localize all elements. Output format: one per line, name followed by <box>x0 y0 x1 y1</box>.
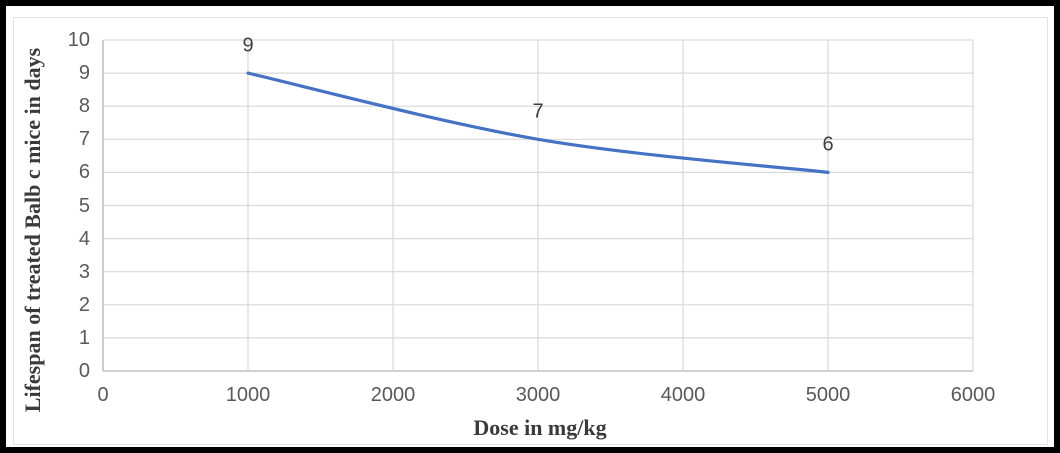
x-tick-label: 4000 <box>660 384 706 406</box>
data-point-label: 9 <box>242 34 254 57</box>
y-tick-label: 1 <box>78 326 90 349</box>
y-tick-label: 7 <box>78 128 90 151</box>
y-tick-label: 0 <box>78 360 90 382</box>
x-tick-label: 1000 <box>225 384 271 406</box>
x-axis-title: Dose in mg/kg <box>473 415 607 440</box>
y-tick-label: 6 <box>78 161 90 184</box>
y-tick-label: 8 <box>78 95 90 118</box>
y-tick-label: 2 <box>78 293 90 316</box>
x-tick-label: 2000 <box>370 384 416 406</box>
y-axis-title: Lifespan of treated Balb c mice in days <box>20 47 45 413</box>
y-tick-label: 4 <box>78 227 90 250</box>
series-line <box>246 71 830 174</box>
data-point-label: 7 <box>532 100 544 123</box>
y-tick-label: 5 <box>78 194 90 217</box>
y-tick-label: 9 <box>78 62 90 85</box>
x-tick-label: 3000 <box>515 384 561 406</box>
x-tick-label: 6000 <box>950 384 996 406</box>
x-tick-label: 5000 <box>805 384 851 406</box>
x-tick-label: 0 <box>97 384 109 406</box>
y-tick-label: 3 <box>78 260 90 283</box>
y-tick-label: 10 <box>67 29 90 51</box>
data-point-label: 6 <box>822 133 834 156</box>
